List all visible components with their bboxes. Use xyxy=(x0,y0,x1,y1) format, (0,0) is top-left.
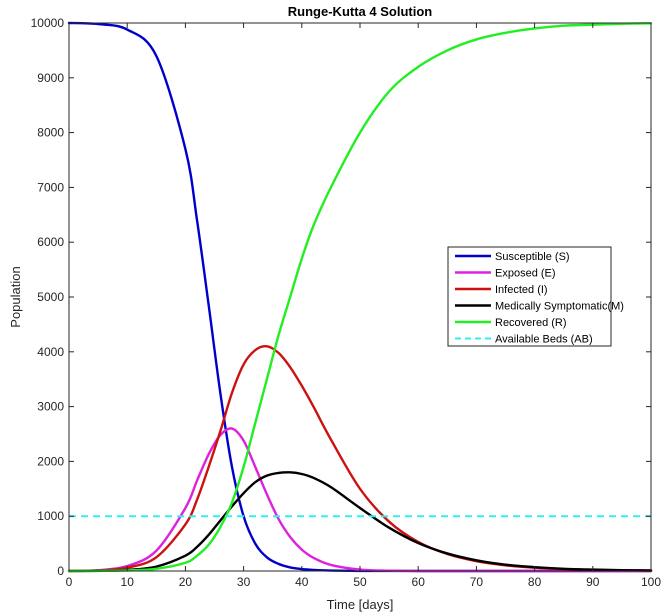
y-tick-label: 0 xyxy=(57,564,64,578)
legend-label-infected-i: Infected (I) xyxy=(495,284,548,296)
series-line-recovered-r xyxy=(67,22,653,573)
legend-box xyxy=(447,246,612,347)
y-tick-label: 3000 xyxy=(37,400,64,414)
x-tick-label: 40 xyxy=(295,575,309,589)
x-tick-label: 50 xyxy=(353,575,367,589)
x-tick-label: 70 xyxy=(470,575,484,589)
y-tick-label: 10000 xyxy=(31,16,65,30)
y-tick-label: 9000 xyxy=(37,71,64,85)
x-tick-label: 90 xyxy=(586,575,600,589)
x-tick-label: 60 xyxy=(412,575,426,589)
y-tick-label: 5000 xyxy=(37,290,64,304)
ticks-layer: 0 10 20 30 40 50 60 70 80 90 100010002000300040005… xyxy=(31,16,662,589)
y-axis-label: Population xyxy=(8,266,23,327)
y-tick-label: 7000 xyxy=(37,180,64,194)
legend-label-medically-symptomatic-m: Medically Symptomatic(M) xyxy=(495,301,624,313)
y-tick-label: 4000 xyxy=(37,345,64,359)
x-tick-label: 10 xyxy=(121,575,135,589)
y-tick-label: 2000 xyxy=(37,454,64,468)
x-axis-label: Time [days] xyxy=(327,597,394,612)
y-tick-label: 6000 xyxy=(37,235,64,249)
legend-label-available-beds-ab: Available Beds (AB) xyxy=(495,334,593,346)
y-tick-label: 1000 xyxy=(37,509,64,523)
legend-label-recovered-r: Recovered (R) xyxy=(495,317,567,329)
x-tick-label: 100 xyxy=(641,575,661,589)
legend-label-susceptible-s: Susceptible (S) xyxy=(495,251,570,263)
x-tick-label: 80 xyxy=(528,575,542,589)
x-tick-label: 0 xyxy=(66,575,73,589)
legend: Susceptible (S) Exposed (E) Infected (I) Me… xyxy=(447,246,624,347)
y-tick-label: 8000 xyxy=(37,126,64,140)
legend-label-exposed-e: Exposed (E) xyxy=(495,268,556,280)
x-tick-label: 20 xyxy=(179,575,193,589)
series-line-medically-symptomatic-m xyxy=(67,471,653,573)
x-tick-label: 30 xyxy=(237,575,251,589)
chart-title: Runge-Kutta 4 Solution xyxy=(288,4,432,19)
